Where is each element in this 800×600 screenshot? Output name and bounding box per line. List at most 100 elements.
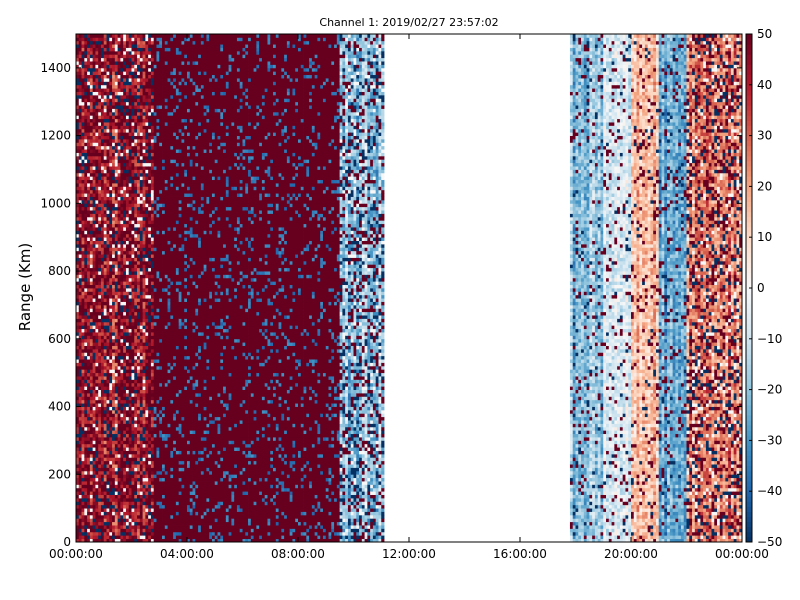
heatmap-cell	[78, 362, 82, 367]
heatmap-cell	[114, 359, 119, 363]
heatmap-cell	[100, 525, 105, 529]
heatmap-cell	[139, 250, 144, 255]
heatmap-cell	[139, 406, 144, 411]
heatmap-cell	[162, 430, 166, 435]
heatmap-cell	[76, 521, 80, 526]
heatmap-cell	[89, 494, 94, 499]
heatmap-cell	[103, 71, 107, 76]
heatmap-cell	[103, 504, 107, 509]
heatmap-cell	[134, 189, 138, 194]
heatmap-cell	[139, 254, 144, 258]
heatmap-cell	[100, 183, 105, 187]
heatmap-cell	[106, 450, 110, 455]
heatmap-cell	[120, 315, 124, 319]
heatmap-cell	[84, 98, 88, 103]
heatmap-cell	[142, 57, 146, 62]
heatmap-cell	[95, 203, 99, 208]
heatmap-cell	[76, 447, 80, 451]
heatmap-cell	[89, 81, 94, 86]
heatmap-cell	[150, 464, 155, 468]
heatmap-cell	[114, 145, 119, 150]
heatmap-cell	[159, 301, 163, 306]
heatmap-cell	[87, 179, 91, 184]
heatmap-cell	[98, 304, 102, 309]
heatmap-cell	[92, 88, 96, 92]
heatmap-cell	[81, 450, 85, 455]
heatmap-cell	[145, 216, 149, 221]
heatmap-cell	[89, 386, 94, 390]
heatmap-cell	[76, 240, 80, 245]
heatmap-cell	[117, 386, 121, 390]
heatmap-cell	[89, 447, 94, 451]
heatmap-cell	[137, 277, 141, 282]
heatmap-cell	[78, 518, 82, 523]
heatmap-cell	[87, 426, 91, 431]
heatmap-cell	[106, 447, 110, 451]
heatmap-cell	[150, 237, 155, 241]
heatmap-cell	[128, 203, 132, 208]
heatmap-cell	[76, 64, 80, 69]
heatmap-cell	[153, 321, 157, 326]
heatmap-cell	[162, 237, 166, 241]
heatmap-cell	[134, 376, 138, 380]
heatmap-cell	[92, 274, 96, 279]
heatmap-cell	[125, 406, 130, 411]
heatmap-cell	[76, 210, 80, 214]
heatmap-cell	[89, 166, 94, 170]
heatmap-cell	[156, 155, 160, 160]
heatmap-cell	[92, 138, 96, 143]
heatmap-cell	[106, 464, 110, 468]
heatmap-cell	[87, 376, 91, 380]
heatmap-cell	[164, 484, 168, 489]
heatmap-cell	[145, 186, 149, 191]
heatmap-cell	[139, 128, 144, 133]
heatmap-cell	[100, 61, 105, 65]
heatmap-cell	[120, 64, 124, 69]
heatmap-cell	[76, 274, 80, 279]
heatmap-cell	[131, 50, 135, 55]
heatmap-cell	[76, 508, 80, 512]
heatmap-cell	[120, 484, 124, 489]
heatmap-cell	[159, 528, 163, 533]
heatmap-cell	[142, 223, 146, 228]
heatmap-cell	[92, 281, 96, 286]
heatmap-cell	[117, 328, 121, 333]
heatmap-cell	[87, 301, 91, 306]
heatmap-cell	[84, 122, 88, 126]
heatmap-cell	[109, 61, 113, 65]
heatmap-cell	[164, 399, 168, 404]
heatmap-cell	[156, 352, 160, 357]
heatmap-cell	[153, 508, 157, 512]
heatmap-cell	[153, 193, 157, 197]
heatmap-cell	[117, 78, 121, 82]
heatmap-cell	[123, 179, 127, 184]
heatmap-cell	[142, 497, 146, 502]
heatmap-cell	[87, 189, 91, 194]
heatmap-cell	[78, 162, 82, 167]
heatmap-cell	[162, 376, 166, 380]
heatmap-cell	[84, 504, 88, 509]
heatmap-cell	[120, 352, 124, 357]
heatmap-cell	[100, 470, 105, 475]
heatmap-cell	[134, 61, 138, 65]
heatmap-cell	[89, 176, 94, 181]
heatmap-cell	[109, 105, 113, 109]
heatmap-cell	[84, 531, 88, 536]
heatmap-cell	[89, 531, 94, 536]
heatmap-cell	[112, 67, 116, 72]
heatmap-cell	[106, 406, 110, 411]
heatmap-cell	[89, 321, 94, 326]
heatmap-cell	[125, 277, 130, 282]
heatmap-cell	[106, 338, 110, 343]
heatmap-cell	[112, 420, 116, 424]
heatmap-cell	[100, 247, 105, 252]
heatmap-cell	[125, 294, 130, 299]
heatmap-cell	[117, 304, 121, 309]
heatmap-cell	[98, 474, 102, 479]
heatmap-cell	[120, 365, 124, 370]
heatmap-cell	[106, 216, 110, 221]
heatmap-cell	[112, 37, 116, 42]
heatmap-cell	[89, 348, 94, 353]
heatmap-cell	[128, 271, 132, 275]
heatmap-cell	[81, 162, 85, 167]
